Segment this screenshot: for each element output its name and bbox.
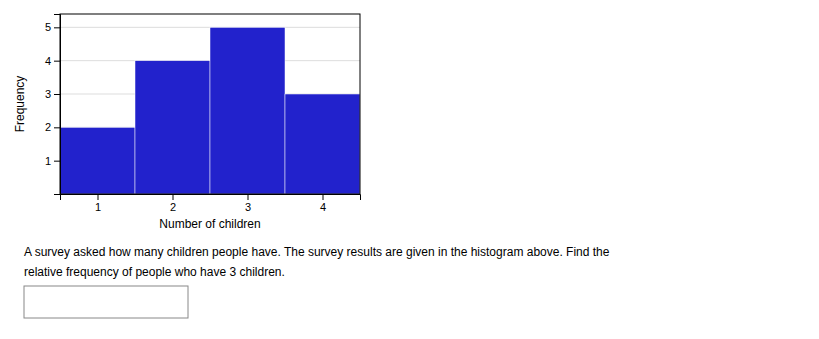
y-axis-tick: 3	[45, 88, 60, 100]
y-axis-tick-mark	[54, 127, 60, 128]
y-axis-tick-label: 4	[45, 55, 51, 67]
x-axis-tick-label: 4	[320, 201, 326, 213]
bars	[60, 27, 360, 194]
bar	[135, 61, 210, 194]
y-axis-title: Frequency	[13, 76, 27, 133]
x-axis-tick: 4	[320, 194, 326, 213]
x-axis-tick-label: 3	[245, 201, 251, 213]
x-axis-title: Number of children	[159, 217, 260, 231]
x-axis-tick-mark	[323, 194, 324, 200]
bar	[285, 94, 360, 194]
bar	[210, 27, 285, 194]
plot: 1 2 3 4 1 2 3 4 5 Number of children Frequency	[13, 14, 361, 231]
y-axis-tick-mark	[54, 94, 60, 95]
x-axis: 1 2 3 4	[61, 194, 361, 213]
answer-box	[24, 286, 188, 318]
y-axis-tick-label: 2	[45, 121, 51, 133]
x-axis-tick-mark	[173, 194, 174, 200]
x-axis-line	[61, 195, 361, 201]
y-axis-tick: 4	[45, 55, 60, 67]
annotation: relative frequency of people who have 3 …	[24, 265, 285, 279]
x-axis-tick-mark	[98, 194, 99, 200]
y-axis-tick-label: 1	[45, 155, 51, 167]
y-axis-line	[54, 15, 61, 195]
y-axis-tick-label: 3	[45, 88, 51, 100]
y-axis-tick-mark	[54, 61, 60, 62]
x-axis-tick-mark	[248, 194, 249, 200]
y-axis-tick: 1	[45, 155, 60, 167]
chart: 1 2 3 4 1 2 3 4 5 Number of children Frequency A su…	[0, 0, 819, 339]
x-axis-tick: 2	[170, 194, 176, 213]
x-axis-tick-label: 2	[170, 201, 176, 213]
x-axis-tick: 3	[245, 194, 251, 213]
x-axis-tick-label: 1	[95, 201, 101, 213]
y-axis-tick-mark	[54, 27, 60, 28]
y-axis-tick-mark	[54, 161, 60, 162]
bar	[60, 127, 135, 194]
plot-frame	[60, 14, 360, 194]
x-axis-tick: 1	[95, 194, 101, 213]
annotation: A survey asked how many children people …	[24, 245, 610, 259]
y-axis-tick-label: 5	[45, 21, 51, 33]
y-axis-tick: 2	[45, 121, 60, 133]
y-axis-tick: 5	[45, 21, 60, 33]
y-axis: 1 2 3 4 5	[45, 15, 61, 195]
